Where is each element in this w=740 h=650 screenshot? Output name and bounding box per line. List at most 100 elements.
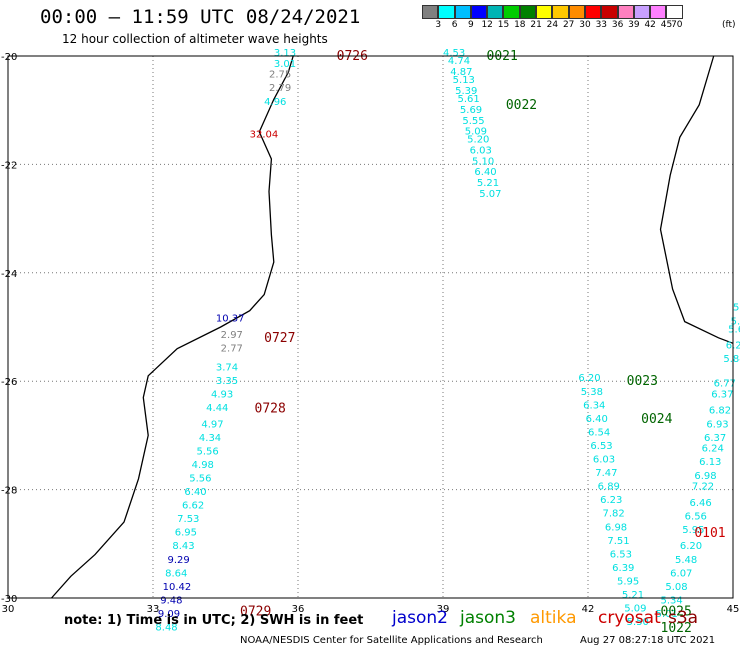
wave-height-label: 8.64: [165, 568, 187, 579]
wave-height-label: 2.75: [269, 70, 291, 81]
x-tick-label: 33: [147, 604, 160, 615]
colorbar-tick-label: 45: [660, 20, 673, 30]
wave-height-label: 5.14: [733, 303, 740, 314]
colorbar-tick-label: 3: [435, 20, 442, 30]
wave-height-label: 6.53: [610, 549, 632, 560]
mission-legend-jason2: jason2: [392, 608, 448, 628]
wave-height-label: 5.61: [458, 94, 480, 105]
colorbar-swatch: [568, 5, 585, 19]
wave-height-label: 5.09: [465, 127, 487, 138]
wave-height-label: 2.97: [221, 330, 243, 341]
wave-height-label: 10.42: [163, 582, 192, 593]
wave-height-label: 6.20: [578, 373, 600, 384]
colorbar-swatch: [422, 5, 439, 19]
wave-height-label: 5.08: [665, 582, 687, 593]
colorbar-swatch: [601, 5, 618, 19]
wave-height-label: 4.93: [211, 389, 233, 400]
y-tick-label: -20: [1, 52, 17, 63]
wave-height-label: 5.56: [189, 473, 211, 484]
wave-height-label: 5.34: [661, 595, 683, 606]
colorbar-swatch: [470, 5, 488, 19]
wave-height-label: 5.69: [460, 105, 482, 116]
colorbar-tick-label: 12: [481, 20, 493, 30]
wave-height-label: 7.22: [692, 482, 714, 493]
x-tick-label: 36: [292, 604, 305, 615]
wave-height-label: 6.40: [184, 487, 206, 498]
mission-legend-cryosat: cryosat: [598, 608, 661, 628]
wave-height-label: 5.21: [622, 590, 644, 601]
wave-height-label: 5.38: [581, 387, 603, 398]
colorbar-tick-label: 42: [644, 20, 656, 30]
wave-height-label: 5.50: [627, 617, 649, 628]
colorbar-tick-label: 39: [628, 20, 640, 30]
wave-height-label: 5.09: [624, 604, 646, 615]
wave-height-label: 6.03: [593, 455, 615, 466]
wave-height-label: 6.24: [702, 444, 724, 455]
colorbar-swatch: [666, 5, 683, 19]
x-tick-label: 39: [437, 604, 450, 615]
wave-height-label: 4.98: [192, 460, 214, 471]
wave-height-label: 9.29: [168, 555, 190, 566]
colorbar-swatch: [536, 5, 553, 19]
wave-height-label: 4.87: [450, 67, 472, 78]
map-title: 00:00 – 11:59 UTC 08/24/2021: [40, 6, 361, 28]
credit-line: NOAA/NESDIS Center for Satellite Applica…: [240, 635, 543, 646]
colorbar-swatch: [617, 5, 634, 19]
mission-legend-jason3: jason3: [460, 608, 516, 628]
y-tick-label: -28: [1, 486, 17, 497]
wave-height-label: 5.39: [455, 86, 477, 97]
wave-height-label: 6.20: [680, 541, 702, 552]
pass-time-label: 0101: [694, 526, 725, 541]
colorbar-swatch: [650, 5, 667, 19]
wave-height-label: 6.34: [583, 400, 605, 411]
wave-height-label: 5.10: [472, 156, 494, 167]
wave-height-label: 6.98: [605, 522, 627, 533]
wave-height-label: 5.21: [477, 178, 499, 189]
map-frame: [7, 55, 734, 599]
wave-height-label: 6.62: [182, 501, 204, 512]
coastline-africa: [51, 55, 294, 599]
wave-height-label: 6.95: [175, 528, 197, 539]
colorbar-swatch: [438, 5, 455, 19]
wave-height-label: 6.98: [694, 471, 716, 482]
wave-height-label: 5.62: [728, 324, 740, 335]
colorbar-tick-label: 27: [562, 20, 575, 30]
wave-height-label: 5.07: [479, 189, 501, 200]
wave-height-label: 8.48: [155, 623, 177, 634]
wave-height-label: 7.51: [607, 536, 629, 547]
colorbar-tick-label: 15: [497, 20, 510, 30]
wave-height-label: 32.04: [250, 129, 279, 140]
map-subtitle: 12 hour collection of altimeter wave hei…: [62, 32, 328, 46]
footnote: note: 1) Time is in UTC; 2) SWH is in fe…: [64, 613, 364, 628]
wave-height-label: 7.53: [177, 514, 199, 525]
wave-height-label: 6.82: [709, 406, 731, 417]
wave-height-label: 6.40: [586, 414, 608, 425]
pass-time-label: 1022: [661, 621, 692, 636]
wave-height-label: 6.77: [714, 379, 736, 390]
mission-legend-altika: altika: [530, 608, 577, 628]
colorbar-tick-label: 9: [468, 20, 474, 30]
wave-height-label: 3.01: [274, 59, 296, 70]
wave-height-label: 5.95: [617, 576, 639, 587]
x-tick-label: 45: [727, 604, 740, 615]
wave-height-label: 6.89: [598, 482, 620, 493]
wave-height-label: 5.56: [197, 446, 219, 457]
colorbar-swatch: [519, 5, 537, 19]
wave-height-label: 3.13: [274, 48, 296, 59]
colorbar-tick-label: 6: [451, 20, 458, 30]
wave-height-label: 8.43: [172, 541, 194, 552]
wave-height-label: 5.01: [656, 609, 678, 620]
x-tick-label: 30: [2, 604, 15, 615]
wave-height-label: 6.54: [588, 427, 610, 438]
wave-height-label: 4.96: [264, 97, 286, 108]
pass-time-label: 0728: [255, 401, 286, 416]
wave-height-label: 6.56: [685, 511, 707, 522]
wave-height-label: 5.95: [682, 525, 704, 536]
wave-height-label: 5.55: [462, 116, 484, 127]
wave-height-label: 4.97: [201, 419, 223, 430]
wave-height-label: 6.53: [590, 441, 612, 452]
y-tick-label: -22: [1, 160, 17, 171]
y-tick-label: -24: [1, 269, 17, 280]
colorbar-tick-label: 70: [671, 20, 683, 30]
